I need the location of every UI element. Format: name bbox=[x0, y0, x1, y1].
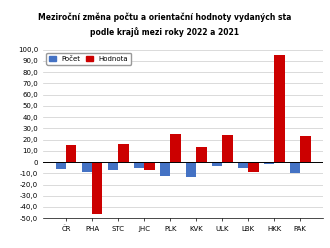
Bar bbox=[290, 162, 300, 173]
Bar bbox=[160, 162, 170, 176]
Bar bbox=[264, 162, 274, 164]
Bar bbox=[66, 145, 77, 162]
Bar bbox=[118, 144, 128, 162]
Bar bbox=[222, 135, 233, 162]
Legend: Počet, Hodnota: Počet, Hodnota bbox=[47, 53, 131, 65]
Bar bbox=[248, 162, 259, 172]
Bar bbox=[196, 147, 207, 162]
Bar bbox=[82, 162, 92, 172]
Bar bbox=[274, 55, 285, 162]
Bar bbox=[144, 162, 154, 170]
Bar bbox=[238, 162, 248, 168]
Bar bbox=[92, 162, 103, 214]
Bar bbox=[212, 162, 222, 166]
Bar bbox=[300, 136, 311, 162]
Bar bbox=[186, 162, 196, 177]
Bar bbox=[108, 162, 118, 170]
Text: Meziroční změna počtu a orientační hodnoty vydaných sta: Meziroční změna počtu a orientační hodno… bbox=[38, 13, 292, 22]
Bar bbox=[56, 162, 66, 169]
Text: podle krajů mezi roky 2022 a 2021: podle krajů mezi roky 2022 a 2021 bbox=[90, 27, 240, 37]
Bar bbox=[170, 134, 181, 162]
Bar bbox=[134, 162, 144, 168]
